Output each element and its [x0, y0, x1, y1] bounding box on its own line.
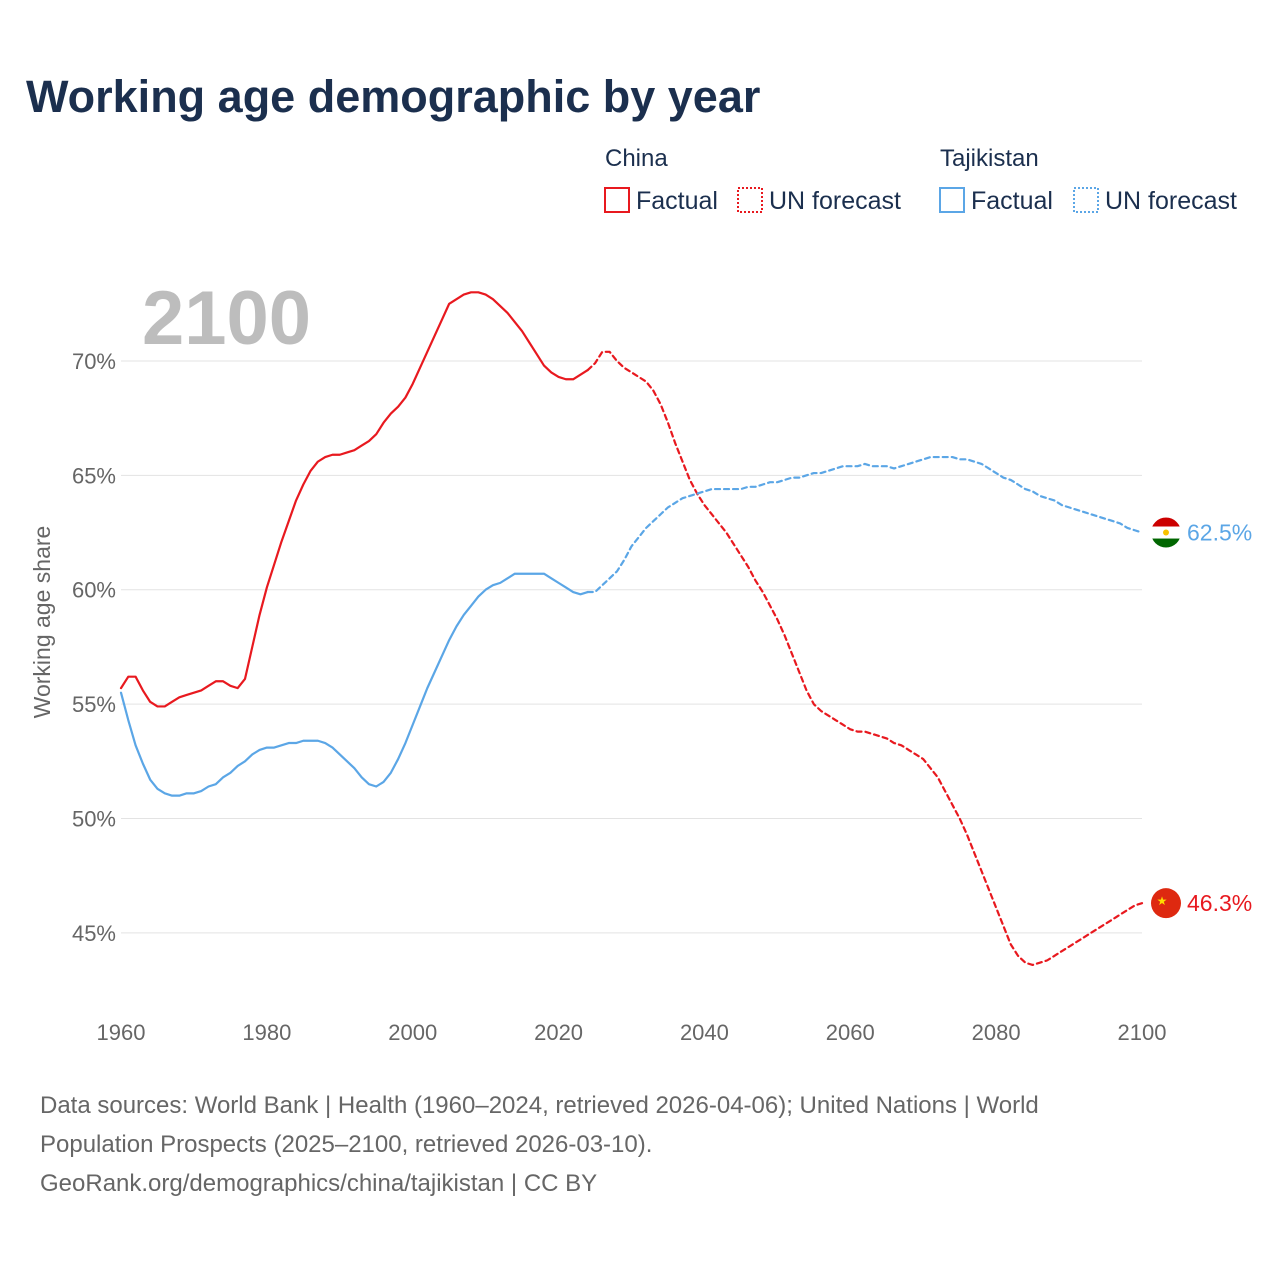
series-line-china-factual[interactable]: [119, 291, 589, 708]
x-tick-label: 2020: [534, 1020, 583, 1045]
series-line-tajikistan-forecast[interactable]: [586, 455, 1144, 594]
y-tick-label: 55%: [72, 692, 116, 717]
legend-label-china-forecast[interactable]: UN forecast: [769, 187, 901, 215]
legend-swatch-tajikistan-factual[interactable]: [939, 187, 965, 213]
y-tick-label: 65%: [72, 463, 116, 488]
legend: China Factual UN forecast Tajikistan Fac…: [604, 145, 1237, 215]
legend-swatch-china-factual[interactable]: [604, 187, 630, 213]
legend-label-tajikistan-forecast[interactable]: UN forecast: [1105, 187, 1237, 215]
x-tick-label: 2040: [680, 1020, 729, 1045]
footer-sources-line2: Population Prospects (2025–2100, retriev…: [40, 1131, 652, 1158]
tajikistan-end-label: 62.5%: [1187, 520, 1252, 546]
y-tick-label: 50%: [72, 807, 116, 832]
tajikistan-flag-icon: [1151, 517, 1181, 548]
legend-label-china-factual[interactable]: Factual: [636, 187, 718, 215]
footer-attribution-link[interactable]: GeoRank.org/demographics/china/tajikista…: [40, 1170, 597, 1197]
year-watermark: 2100: [142, 276, 311, 361]
x-tick-label: 2000: [388, 1020, 437, 1045]
legend-label-tajikistan-factual[interactable]: Factual: [971, 187, 1053, 215]
grid-layer: [121, 360, 1142, 934]
x-tick-label: 1960: [97, 1020, 146, 1045]
x-axis: 1960 1980 2000 2020 2040 2060 2080 2100: [97, 1020, 1167, 1045]
legend-swatch-china-forecast[interactable]: [737, 187, 763, 213]
chart-title: Working age demographic by year: [26, 71, 760, 122]
x-tick-label: 2060: [826, 1020, 875, 1045]
x-tick-label: 2080: [972, 1020, 1021, 1045]
y-tick-label: 60%: [72, 578, 116, 603]
y-tick-label: 70%: [72, 349, 116, 374]
footer-sources-line1: Data sources: World Bank | Health (1960–…: [40, 1092, 1039, 1119]
svg-text:★: ★: [1157, 894, 1168, 908]
x-tick-label: 1980: [242, 1020, 291, 1045]
legend-group-tajikistan: Tajikistan: [940, 145, 1039, 172]
end-markers: 62.5% ★ 46.3%: [1151, 517, 1252, 919]
x-tick-label: 2100: [1118, 1020, 1167, 1045]
series-line-tajikistan-factual[interactable]: [119, 572, 589, 797]
y-tick-label: 45%: [72, 921, 116, 946]
china-end-label: 46.3%: [1187, 890, 1252, 916]
series-layer: [119, 291, 1144, 967]
legend-swatch-tajikistan-forecast[interactable]: [1073, 187, 1099, 213]
series-line-china-forecast[interactable]: [586, 350, 1144, 967]
y-axis-title: Working age share: [29, 526, 55, 719]
legend-group-china: China: [605, 145, 668, 172]
china-flag-icon: ★: [1151, 888, 1181, 919]
y-axis: 45% 50% 55% 60% 65% 70%: [72, 349, 116, 946]
